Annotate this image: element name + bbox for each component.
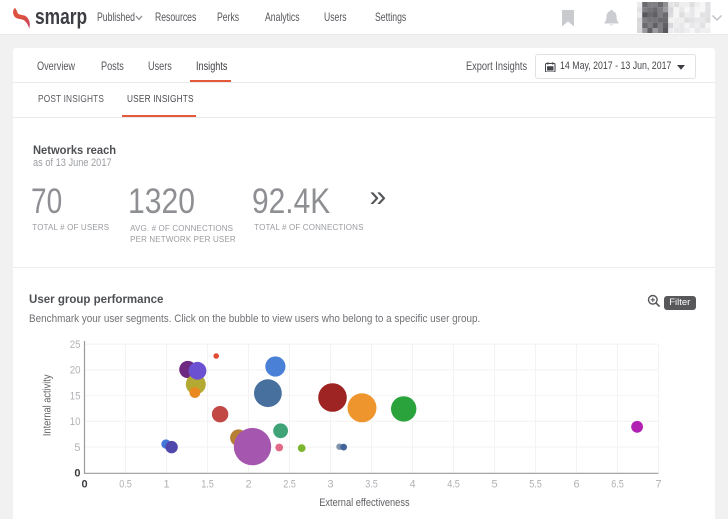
svg-text:0.5: 0.5 — [119, 479, 132, 491]
svg-text:25: 25 — [70, 339, 81, 351]
svg-text:1.5: 1.5 — [201, 479, 214, 491]
svg-text:10: 10 — [70, 416, 81, 428]
svg-text:4: 4 — [409, 479, 415, 491]
svg-text:6.5: 6.5 — [611, 479, 624, 491]
svg-text:0: 0 — [74, 468, 80, 480]
svg-text:Internal activity: Internal activity — [42, 374, 54, 436]
svg-text:2.5: 2.5 — [283, 479, 296, 491]
svg-text:External effectiveness: External effectiveness — [319, 497, 410, 509]
svg-text:5: 5 — [491, 479, 497, 491]
svg-text:2: 2 — [245, 479, 251, 491]
svg-text:15: 15 — [70, 390, 81, 402]
svg-text:6: 6 — [573, 479, 579, 491]
svg-text:4.5: 4.5 — [447, 479, 460, 491]
svg-text:0: 0 — [81, 479, 87, 491]
svg-text:5: 5 — [74, 442, 80, 454]
svg-text:1: 1 — [163, 479, 169, 491]
svg-text:7: 7 — [655, 479, 661, 491]
svg-text:5.5: 5.5 — [529, 479, 542, 491]
svg-text:3: 3 — [327, 479, 333, 491]
svg-text:20: 20 — [70, 365, 81, 377]
svg-text:3.5: 3.5 — [365, 479, 378, 491]
